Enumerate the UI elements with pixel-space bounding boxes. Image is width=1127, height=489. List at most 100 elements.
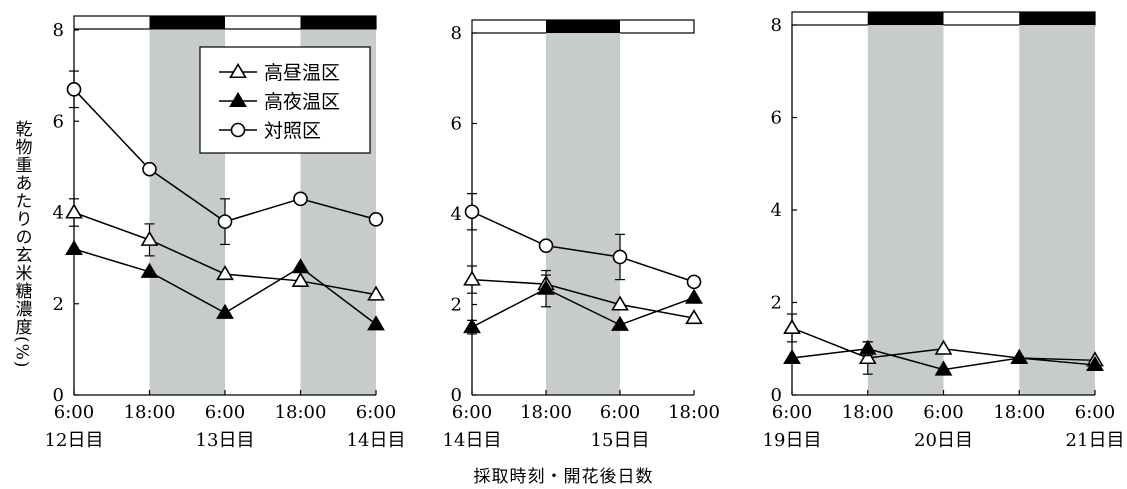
series-line [471, 211, 695, 283]
series-2 [65, 239, 385, 331]
data-point [217, 214, 233, 229]
dark-period-block-1 [149, 16, 225, 29]
y-tick-label: 8 [53, 20, 64, 41]
data-point [858, 348, 877, 365]
night-band-2 [1019, 25, 1095, 395]
data-point [783, 318, 801, 334]
data-point [464, 204, 480, 220]
data-point [538, 238, 554, 253]
data-point [686, 274, 702, 290]
data-point [367, 315, 385, 331]
y-tick-label: 2 [53, 294, 64, 315]
data-point [611, 315, 629, 331]
data-point [685, 288, 703, 304]
x-tick-time-label: 6:00 [923, 402, 963, 423]
dark-period-block-2 [300, 16, 376, 29]
night-band-1 [546, 33, 620, 395]
x-tick-day-label: 21日目 [1066, 430, 1125, 451]
y-tick-label: 6 [451, 114, 462, 135]
data-point [934, 339, 953, 355]
data-point [1086, 355, 1104, 371]
data-point [463, 270, 481, 286]
data-point [1010, 348, 1029, 365]
x-tick-time-label: 6:00 [54, 402, 94, 423]
series-3 [66, 70, 384, 246]
dark-period-block-1 [546, 20, 620, 33]
data-point [140, 230, 159, 246]
x-tick-time-label: 6:00 [452, 402, 492, 423]
y-tick-label: 2 [451, 295, 462, 316]
legend-box [199, 46, 371, 154]
y-tick-label: 6 [771, 108, 782, 129]
data-point [216, 265, 234, 281]
x-tick-day-label: 15日目 [591, 430, 650, 451]
legend-label: 対照区 [264, 120, 321, 142]
series-2 [783, 339, 1104, 376]
y-tick-label: 2 [771, 293, 782, 314]
y-tick-label: 4 [451, 204, 462, 225]
x-tick-day-label: 13日目 [196, 430, 255, 451]
x-tick-day-label: 14日目 [347, 430, 406, 451]
y-tick-label: 8 [451, 23, 462, 44]
chart-panel-2: 0 2 4 6 8 6:00 14日目 18:00 6:00 15日目 18:00 [443, 19, 720, 451]
y-tick-label: 0 [53, 385, 64, 406]
data-point [934, 360, 953, 376]
x-tick-day-label: 20日目 [914, 430, 973, 451]
dark-period-block-2 [1019, 12, 1095, 25]
data-point [858, 339, 877, 355]
x-tick-time-label: 6:00 [1075, 402, 1115, 423]
night-band-1 [867, 25, 944, 395]
data-point [368, 212, 384, 227]
data-point [142, 161, 157, 177]
x-axis-title: 採取時刻・開花後日数 [473, 467, 654, 487]
data-point [216, 303, 234, 319]
x-tick-time-label: 18:00 [668, 402, 720, 423]
chart-panel-3: 0 2 4 6 8 6:00 19日目 18:00 6:00 20日目 18:00 6:00 21日目 [763, 11, 1125, 451]
data-point [65, 239, 83, 256]
x-tick-time-label: 18:00 [993, 402, 1045, 423]
x-tick-time-label: 6:00 [356, 402, 396, 423]
x-tick-time-label: 18:00 [842, 402, 894, 423]
data-point [291, 271, 310, 287]
x-tick-time-label: 6:00 [205, 402, 245, 423]
data-point [66, 82, 82, 97]
x-tick-day-label: 19日目 [763, 430, 822, 451]
legend-label: 高夜温区 [264, 91, 340, 113]
x-tick-day-label: 12日目 [45, 430, 104, 451]
y-axis-title-wrap: 乾物重あたりの玄米糖濃度(%) [4, 0, 40, 489]
data-point [463, 318, 481, 334]
data-point [612, 249, 628, 265]
data-point [291, 258, 310, 274]
legend-label: 高昼温区 [264, 62, 340, 84]
y-tick-label: 0 [451, 385, 462, 406]
x-tick-day-label: 14日目 [443, 430, 502, 451]
data-point [611, 295, 629, 311]
x-tick-time-label: 18:00 [520, 402, 572, 423]
series-3 [464, 193, 702, 290]
dark-period-block-1 [867, 12, 944, 25]
legend-marker [229, 62, 247, 79]
y-tick-label: 4 [53, 203, 64, 224]
data-point [140, 262, 159, 278]
legend-marker [229, 91, 247, 108]
data-point [783, 348, 801, 365]
y-tick-label: 4 [771, 200, 782, 221]
x-tick-time-label: 6:00 [772, 402, 812, 423]
series-line [471, 287, 695, 328]
y-axis-title: 乾物重あたりの玄米糖濃度(%) [11, 120, 32, 369]
y-tick-label: 0 [771, 385, 782, 406]
data-point [65, 203, 83, 219]
y-tick-label: 6 [53, 111, 64, 132]
data-point [367, 285, 385, 301]
chart-panel-1: 0 2 4 6 8 6:00 12日目 18:00 6:00 13日目 18:00 6:00 14日目 [45, 15, 406, 451]
data-point [685, 308, 703, 325]
x-tick-time-label: 6:00 [600, 402, 640, 423]
data-point [537, 279, 555, 295]
y-tick-label: 8 [771, 15, 782, 36]
data-point [293, 191, 308, 207]
x-tick-time-label: 18:00 [275, 402, 327, 423]
series-2 [463, 269, 703, 335]
x-tick-time-label: 18:00 [124, 402, 176, 423]
